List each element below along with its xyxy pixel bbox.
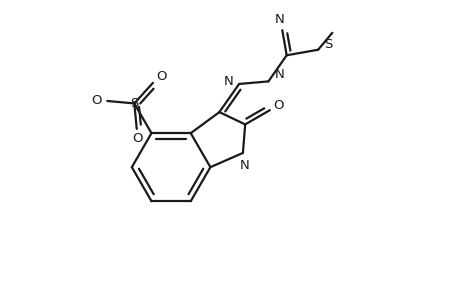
- Text: O: O: [273, 99, 283, 112]
- Text: O: O: [91, 94, 101, 107]
- Text: S: S: [130, 97, 138, 110]
- Text: N: N: [274, 13, 284, 26]
- Text: N: N: [274, 68, 284, 80]
- Text: N: N: [239, 159, 249, 172]
- Text: S: S: [323, 38, 331, 51]
- Text: N: N: [223, 75, 233, 88]
- Text: O: O: [156, 70, 167, 83]
- Text: O: O: [132, 132, 143, 145]
